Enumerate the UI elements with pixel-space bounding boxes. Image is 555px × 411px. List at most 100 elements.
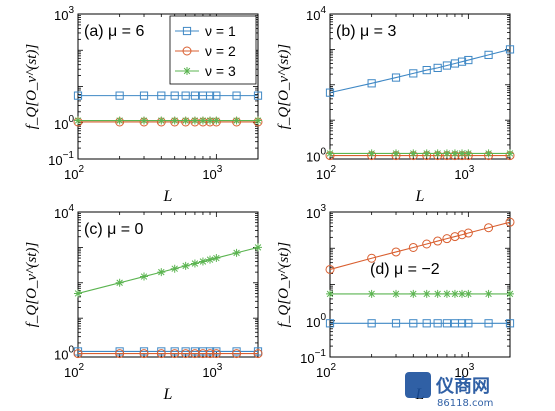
data-point xyxy=(73,349,83,359)
series-nu1 xyxy=(325,319,515,328)
y-axis-label: f_Q[O_ν^(st)] xyxy=(24,44,40,130)
data-point xyxy=(232,91,241,100)
y-tick-label: 100 xyxy=(54,345,74,363)
data-point xyxy=(391,319,401,328)
data-point xyxy=(74,289,82,298)
data-point xyxy=(458,149,467,158)
legend-marker xyxy=(183,67,191,75)
data-point xyxy=(450,149,459,158)
data-point xyxy=(409,69,418,78)
y-tick-label: 104 xyxy=(306,5,326,23)
data-point xyxy=(325,88,335,97)
data-point xyxy=(206,255,215,264)
data-point xyxy=(181,91,190,100)
data-point xyxy=(408,242,418,252)
legend-label: ν = 3 xyxy=(205,63,236,79)
data-point xyxy=(464,289,473,298)
data-point xyxy=(74,116,82,125)
data-point xyxy=(442,61,452,70)
data-point xyxy=(442,234,452,244)
x-tick-label: 102 xyxy=(64,362,84,380)
data-point xyxy=(409,149,418,158)
y-tick-label: 104 xyxy=(54,203,74,221)
series-nu3 xyxy=(326,149,514,158)
series-nu2 xyxy=(325,217,515,274)
data-point xyxy=(212,91,221,100)
data-point xyxy=(326,289,334,298)
data-point xyxy=(115,116,124,125)
legend-entry-nu2: ν = 2 xyxy=(175,43,236,59)
data-point xyxy=(156,349,166,359)
y-tick-label: 100 xyxy=(54,114,74,132)
legend-label: ν = 1 xyxy=(205,23,236,39)
legend-label: ν = 2 xyxy=(205,43,236,59)
data-point xyxy=(422,289,431,298)
data-point xyxy=(422,239,432,249)
data-point xyxy=(190,91,200,100)
data-point xyxy=(170,349,180,359)
data-point xyxy=(206,116,215,125)
series-nu3 xyxy=(326,289,514,298)
data-point xyxy=(409,289,418,298)
data-point xyxy=(457,230,467,240)
panel-label: (b) μ = 3 xyxy=(336,23,396,40)
data-point xyxy=(115,91,124,100)
axes-box xyxy=(329,211,511,358)
x-tick-label: 102 xyxy=(316,164,336,182)
panel-label: (d) μ = −2 xyxy=(370,261,440,278)
data-point xyxy=(433,289,442,298)
y-tick-label: 100 xyxy=(306,147,326,165)
data-point xyxy=(170,116,179,125)
data-point xyxy=(506,289,514,298)
data-point xyxy=(367,319,376,328)
data-point xyxy=(115,278,124,287)
data-point xyxy=(484,223,494,233)
x-tick-label: 103 xyxy=(454,362,474,380)
watermark-url: 86118.com xyxy=(437,398,493,409)
data-point xyxy=(367,253,377,263)
data-point xyxy=(212,254,221,263)
data-point xyxy=(409,319,418,328)
data-point xyxy=(433,236,443,246)
series-nu1 xyxy=(73,91,263,100)
data-point xyxy=(232,349,242,359)
x-tick-label: 103 xyxy=(202,362,222,380)
data-point xyxy=(181,349,191,359)
data-point xyxy=(367,79,376,88)
data-point xyxy=(505,319,515,328)
data-point xyxy=(484,149,493,158)
data-point xyxy=(450,232,460,242)
series-nu3 xyxy=(74,116,262,125)
data-point xyxy=(140,272,149,281)
y-tick-label: 10−1 xyxy=(300,348,326,366)
data-point xyxy=(325,319,335,328)
data-point xyxy=(205,91,215,100)
data-point xyxy=(139,91,149,100)
data-point xyxy=(392,149,401,158)
data-point xyxy=(326,149,334,158)
x-axis-label: L xyxy=(163,188,173,205)
data-point xyxy=(198,116,207,125)
data-point xyxy=(190,259,199,268)
data-point xyxy=(391,247,401,257)
series-line xyxy=(77,246,259,294)
series-nu1 xyxy=(325,45,515,97)
data-point xyxy=(367,149,376,158)
data-point xyxy=(422,319,431,328)
data-point xyxy=(464,55,473,65)
y-axis-label: f_Q[O_ν^(st)] xyxy=(276,44,292,130)
data-point xyxy=(170,264,179,273)
data-point xyxy=(157,116,166,125)
data-point xyxy=(140,116,149,125)
data-point xyxy=(181,116,190,125)
watermark-brand: 仪商网 xyxy=(435,375,490,397)
data-point xyxy=(433,63,442,72)
data-point xyxy=(198,257,207,266)
legend-marker xyxy=(182,46,192,56)
legend-entry-nu3: ν = 3 xyxy=(175,63,236,79)
y-axis-label: f_Q[O_ν^(st)] xyxy=(276,242,292,328)
panel-c: 102 103 100 104 (c) μ = 0 Lf_Q[O_ν^(st)] xyxy=(24,203,263,403)
x-tick-label: 102 xyxy=(64,164,84,182)
data-point xyxy=(325,264,335,274)
